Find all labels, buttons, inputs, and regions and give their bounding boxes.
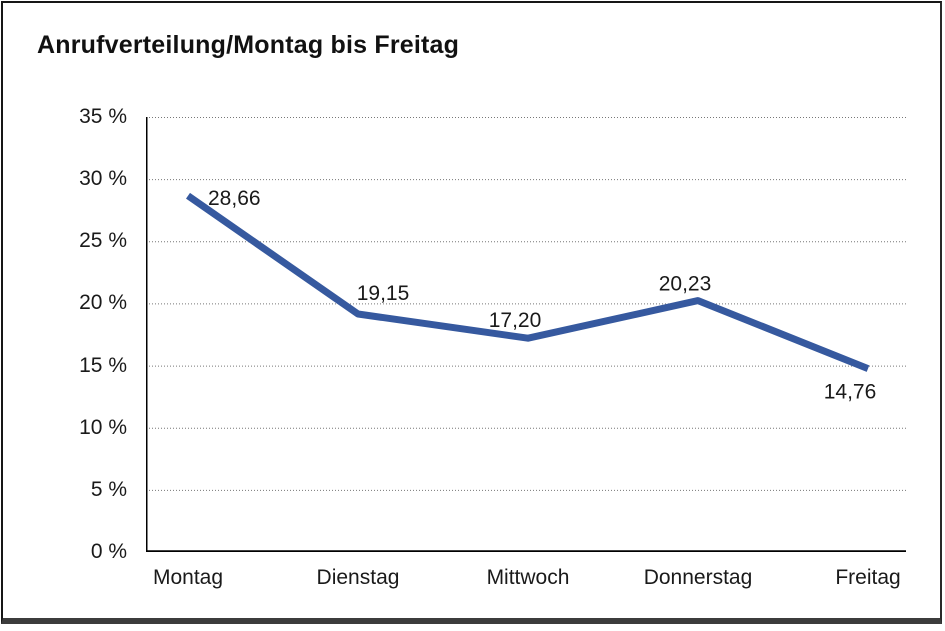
y-tick-label: 5 % [90,477,127,501]
y-tick-label: 0 % [90,540,127,563]
value-label: 17,20 [489,309,542,332]
line-chart: 28,66 19,15 17,20 20,23 14,76 [146,117,906,553]
y-tick-label: 20 % [79,291,127,315]
y-tick-label: 25 % [79,229,127,253]
value-label: 20,23 [659,273,712,296]
x-tick-label: Dienstag [316,566,400,589]
y-tick-label: 35 % [79,105,127,128]
x-tick-label: Montag [152,566,224,589]
x-tick-label: Donnerstag [643,566,753,589]
y-tick-label: 15 % [79,353,127,377]
data-line [186,192,870,372]
value-label: 28,66 [208,187,261,210]
x-tick-label: Freitag [835,566,901,589]
chart-title: Anrufverteilung/Montag bis Freitag [37,31,460,59]
value-label: 19,15 [357,282,410,305]
x-tick-label: Mittwoch [486,566,570,589]
y-tick-label: 30 % [79,167,127,191]
value-label: 14,76 [824,381,877,404]
y-tick-label: 10 % [79,415,127,439]
